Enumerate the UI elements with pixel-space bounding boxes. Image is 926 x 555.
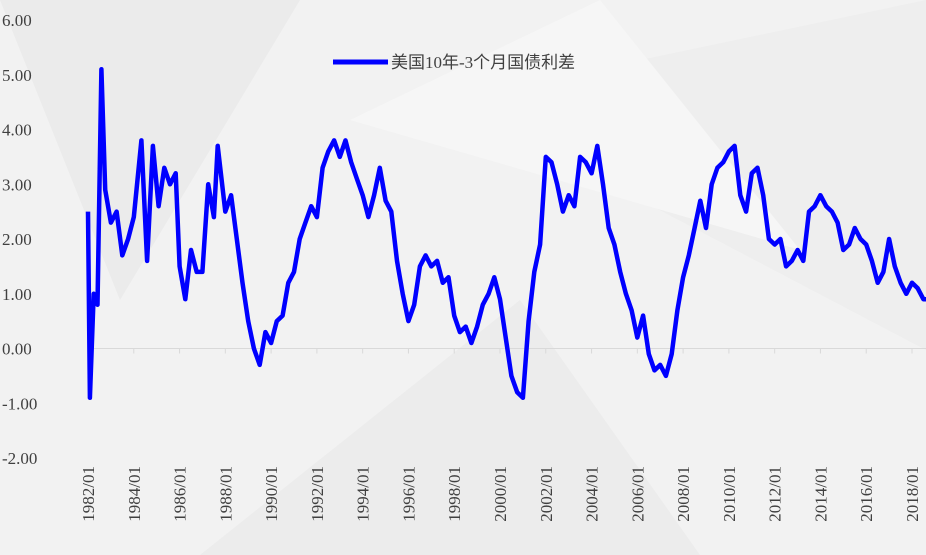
y-tick-label: -1.00 — [2, 394, 37, 413]
x-tick-label: 2018/01 — [903, 466, 922, 522]
x-tick-label: 1990/01 — [262, 466, 281, 522]
x-tick-label: 1984/01 — [125, 466, 144, 522]
x-tick-label: 2014/01 — [811, 466, 830, 522]
x-tick-label: 2016/01 — [857, 466, 876, 522]
x-tick-label: 1988/01 — [216, 466, 235, 522]
x-tick-label: 1986/01 — [171, 466, 190, 522]
y-tick-label: 3.00 — [2, 175, 32, 194]
x-tick-label: 2000/01 — [491, 466, 510, 522]
x-tick-label: 1982/01 — [79, 466, 98, 522]
legend-label: 美国10年-3个月国债利差 — [391, 53, 575, 72]
x-tick-label: 2002/01 — [537, 466, 556, 522]
x-tick-label: 1994/01 — [354, 466, 373, 522]
x-tick-label: 1996/01 — [399, 466, 418, 522]
y-tick-label: 2.00 — [2, 230, 32, 249]
x-tick-label: 2008/01 — [674, 466, 693, 522]
y-tick-label: 4.00 — [2, 121, 32, 140]
y-tick-label: 0.00 — [2, 340, 32, 359]
y-tick-label: 6.00 — [2, 11, 32, 30]
x-tick-label: 1992/01 — [308, 466, 327, 522]
x-tick-label: 2012/01 — [766, 466, 785, 522]
x-tick-label: 2010/01 — [720, 466, 739, 522]
y-tick-label: 5.00 — [2, 66, 32, 85]
x-tick-label: 1998/01 — [445, 466, 464, 522]
y-tick-label: -2.00 — [2, 449, 37, 468]
x-tick-label: 2006/01 — [628, 466, 647, 522]
y-tick-label: 1.00 — [2, 285, 32, 304]
x-tick-label: 2004/01 — [583, 466, 602, 522]
data-line — [85, 67, 926, 401]
